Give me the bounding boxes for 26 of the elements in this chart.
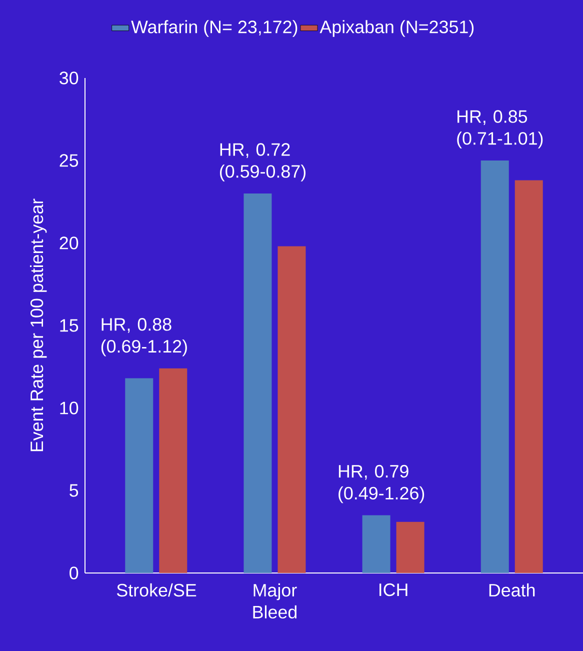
bar <box>396 522 424 573</box>
y-tick-label: 5 <box>70 484 78 497</box>
y-tick-label: 0 <box>70 566 78 580</box>
annotation: HR, 0.72 (0.59-0.87) <box>220 143 306 182</box>
x-tick-label: ICH <box>380 583 408 596</box>
bar <box>278 246 306 573</box>
x-tick-label: Major Bleed <box>253 583 297 619</box>
y-tick-label: 10 <box>60 402 78 414</box>
bar <box>159 368 188 573</box>
annotation: HR, 0.88 (0.69-1.12) <box>101 318 187 356</box>
annotation: HR, 0.79 (0.49-1.26) <box>338 464 424 504</box>
bar <box>362 515 390 573</box>
y-tick-label: 15 <box>60 319 78 332</box>
y-tick-label: 30 <box>60 72 78 84</box>
annotation: HR, 0.85 (0.71-1.01) <box>457 110 543 148</box>
legend-label: Apixaban (N=2351) <box>320 20 474 37</box>
legend-label: Warfarin (N= 23,172) <box>131 20 298 37</box>
bar <box>125 378 154 573</box>
bar <box>244 194 272 573</box>
x-tick-label: Stroke/SE <box>116 583 196 597</box>
bar <box>514 180 543 573</box>
bar <box>480 160 509 573</box>
x-tick-label: Death <box>489 583 535 597</box>
y-tick-label: 20 <box>60 236 78 250</box>
y-axis-title: Event Rate per 100 patient-year <box>30 198 47 452</box>
y-tick-label: 25 <box>60 154 78 167</box>
